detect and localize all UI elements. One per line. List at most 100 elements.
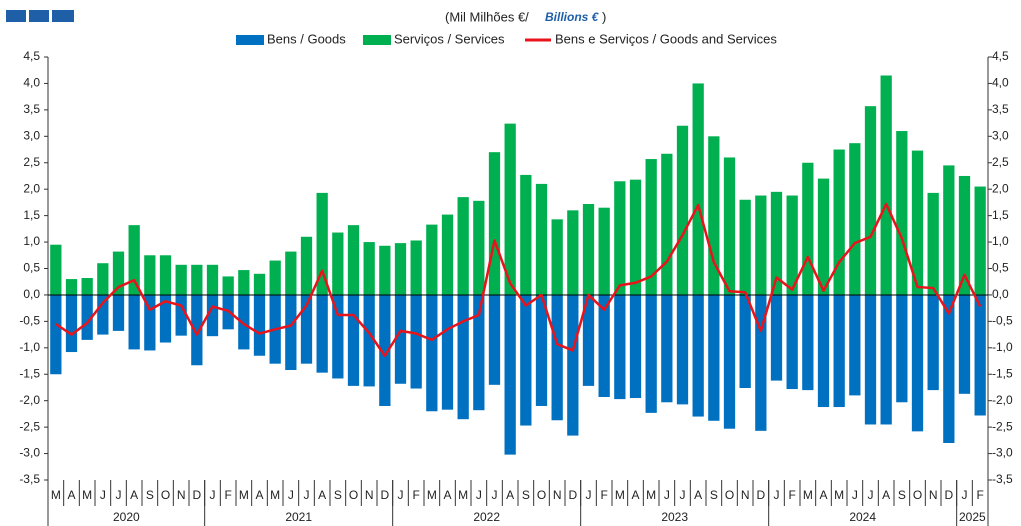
x-tick-label: A [882, 488, 890, 502]
bar [723, 157, 736, 295]
x-tick-label: J [492, 488, 498, 502]
bar [786, 294, 798, 390]
x-tick-label: F [976, 488, 983, 502]
bar [300, 236, 313, 295]
y-tick-label: 0,0 [23, 287, 40, 301]
y-tick-label: -3,0 [19, 446, 40, 460]
x-tick-label: A [255, 488, 263, 502]
x-tick-label: M [82, 488, 92, 502]
y-tick-label: -3,5 [19, 472, 40, 486]
x-tick-label: A [67, 488, 75, 502]
bar [880, 75, 892, 295]
year-label: 2022 [473, 510, 500, 524]
x-tick-label: M [51, 488, 61, 502]
bar [50, 244, 62, 295]
bar [65, 294, 78, 353]
bar [723, 294, 736, 429]
year-label: 2020 [113, 510, 140, 524]
bar [238, 294, 250, 350]
y2-tick-label: 4,0 [992, 76, 1009, 90]
x-tick-label: J [100, 488, 106, 502]
x-tick-label: N [365, 488, 374, 502]
bar [692, 83, 704, 295]
bar [159, 255, 172, 295]
x-tick-label: S [522, 488, 530, 502]
bar [911, 150, 924, 295]
bar [739, 294, 751, 388]
y2-tick-label: -2,0 [992, 393, 1013, 407]
x-tick-label: J [868, 488, 874, 502]
bar [817, 294, 830, 408]
bar [394, 294, 407, 384]
y2-tick-label: 3,0 [992, 128, 1009, 142]
y2-tick-label: 1,5 [992, 208, 1009, 222]
x-tick-label: J [210, 488, 216, 502]
x-tick-label: S [334, 488, 342, 502]
bar [410, 294, 422, 389]
bar [97, 263, 109, 295]
y-tick-label: 2,5 [23, 155, 40, 169]
x-tick-label: F [600, 488, 607, 502]
bar [300, 294, 313, 364]
logo-block [6, 10, 26, 22]
bar [457, 197, 469, 295]
bar [473, 200, 485, 295]
y-tick-label: -2,0 [19, 393, 40, 407]
bar [285, 294, 297, 371]
bar [144, 255, 156, 295]
x-tick-label: S [710, 488, 718, 502]
bar [833, 149, 845, 295]
bar [535, 294, 548, 406]
x-tick-label: O [725, 488, 734, 502]
bar [97, 294, 109, 335]
bar [332, 294, 344, 379]
y2-tick-label: -0,5 [992, 314, 1013, 328]
bar [582, 294, 595, 386]
legend-label: Serviços / Services [394, 31, 505, 46]
bar [770, 191, 783, 295]
x-tick-label: J [398, 488, 404, 502]
legend-swatch [363, 35, 391, 45]
y2-tick-label: -1,0 [992, 340, 1013, 354]
bar [504, 123, 516, 295]
bar [332, 232, 344, 295]
logo-block [29, 10, 49, 22]
bar [551, 219, 563, 295]
y-tick-label: 2,0 [23, 181, 40, 195]
bar [347, 225, 360, 295]
y2-tick-label: -3,0 [992, 446, 1013, 460]
legend-label: Bens e Serviços / Goods and Services [555, 31, 777, 46]
y-tick-label: -2,5 [19, 419, 40, 433]
x-tick-label: A [318, 488, 326, 502]
bar [645, 159, 657, 295]
bar [629, 179, 642, 295]
y-tick-label: 4,5 [23, 49, 40, 63]
y2-tick-label: 2,0 [992, 181, 1009, 195]
year-label: 2021 [285, 510, 312, 524]
x-tick-label: J [962, 488, 968, 502]
x-tick-label: M [427, 488, 437, 502]
chart-title: (Mil Milhões €/ [445, 9, 529, 24]
bar [582, 203, 595, 295]
bar [958, 294, 971, 394]
bar [379, 294, 391, 406]
y2-tick-label: 0,0 [992, 287, 1009, 301]
x-tick-label: N [929, 488, 938, 502]
y2-tick-label: -2,5 [992, 419, 1013, 433]
bar [520, 294, 532, 426]
bar [786, 195, 798, 295]
bar [159, 294, 172, 343]
x-tick-label: A [694, 488, 702, 502]
x-tick-label: O [349, 488, 358, 502]
y-tick-label: -1,0 [19, 340, 40, 354]
x-tick-label: A [631, 488, 639, 502]
y2-tick-label: 1,0 [992, 234, 1009, 248]
bar [504, 294, 516, 455]
bar [81, 294, 93, 340]
bar [285, 251, 297, 295]
x-tick-label: J [116, 488, 122, 502]
y-tick-label: 4,0 [23, 76, 40, 90]
bar [614, 181, 626, 295]
bar [817, 178, 830, 295]
